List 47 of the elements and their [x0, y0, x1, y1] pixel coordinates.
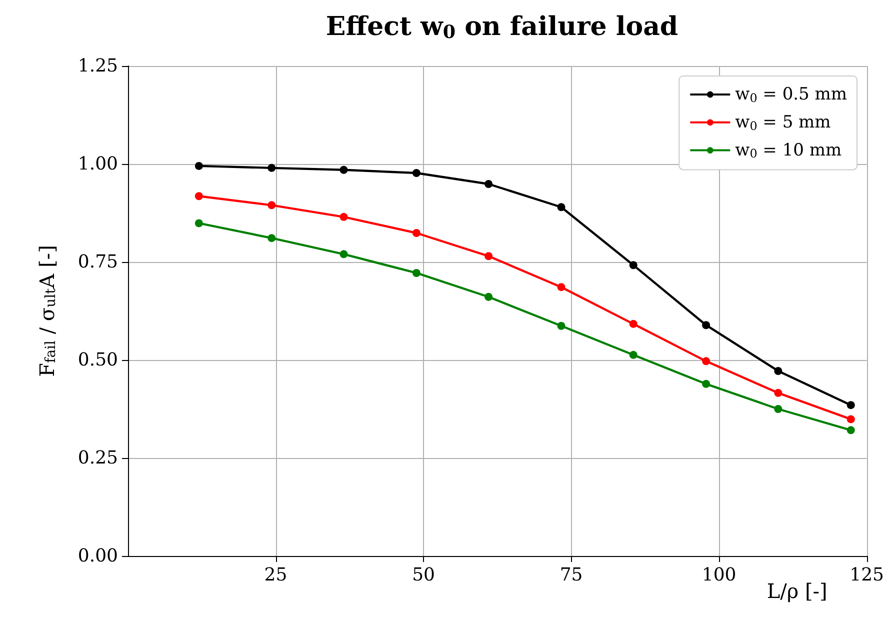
point	[629, 350, 638, 359]
legend-label: w0 = 10 mm	[735, 140, 842, 161]
y-axis-title: Ffail / σultA [-]	[35, 245, 59, 377]
point	[557, 322, 566, 330]
point	[268, 164, 276, 172]
point	[846, 426, 855, 434]
x-tick-label: 50	[412, 564, 435, 586]
y-tick-label: 0.75	[78, 252, 118, 272]
point	[268, 201, 276, 210]
point	[846, 401, 855, 410]
y-tick-label: 0.25	[78, 448, 118, 468]
y-tick-label: 1.25	[78, 56, 118, 76]
y-tick-label: 0.00	[78, 546, 118, 566]
point	[412, 268, 420, 277]
legend-label: w0 = 5 mm	[735, 112, 831, 133]
point	[629, 320, 638, 328]
point	[484, 252, 493, 260]
x-tick-label: 100	[702, 564, 736, 586]
x-axis-title: L/ρ [-]	[766, 579, 828, 603]
x-tick-label: 25	[264, 564, 288, 586]
point	[268, 234, 276, 242]
point	[557, 283, 566, 292]
point	[702, 380, 710, 388]
point	[194, 162, 203, 170]
point	[412, 228, 420, 237]
point	[774, 388, 782, 397]
point	[340, 250, 348, 258]
point	[194, 219, 203, 228]
y-tick-label: 0.50	[78, 350, 118, 370]
x-tick-label: 75	[560, 564, 583, 586]
legend-label: w0 = 0.5 mm	[735, 84, 848, 105]
point	[702, 357, 710, 366]
point	[774, 366, 782, 375]
point	[340, 212, 348, 221]
point	[412, 169, 420, 178]
chart-title: Effect w0 on failure load	[326, 12, 678, 43]
point	[702, 321, 710, 330]
x-tick-label: 125	[850, 564, 884, 586]
point	[846, 415, 855, 424]
point	[484, 180, 493, 188]
point	[629, 261, 638, 270]
point	[484, 292, 493, 301]
y-tick-label: 1.00	[78, 154, 118, 174]
point	[557, 203, 566, 212]
point	[194, 192, 203, 200]
point	[774, 405, 782, 413]
point	[340, 166, 348, 174]
